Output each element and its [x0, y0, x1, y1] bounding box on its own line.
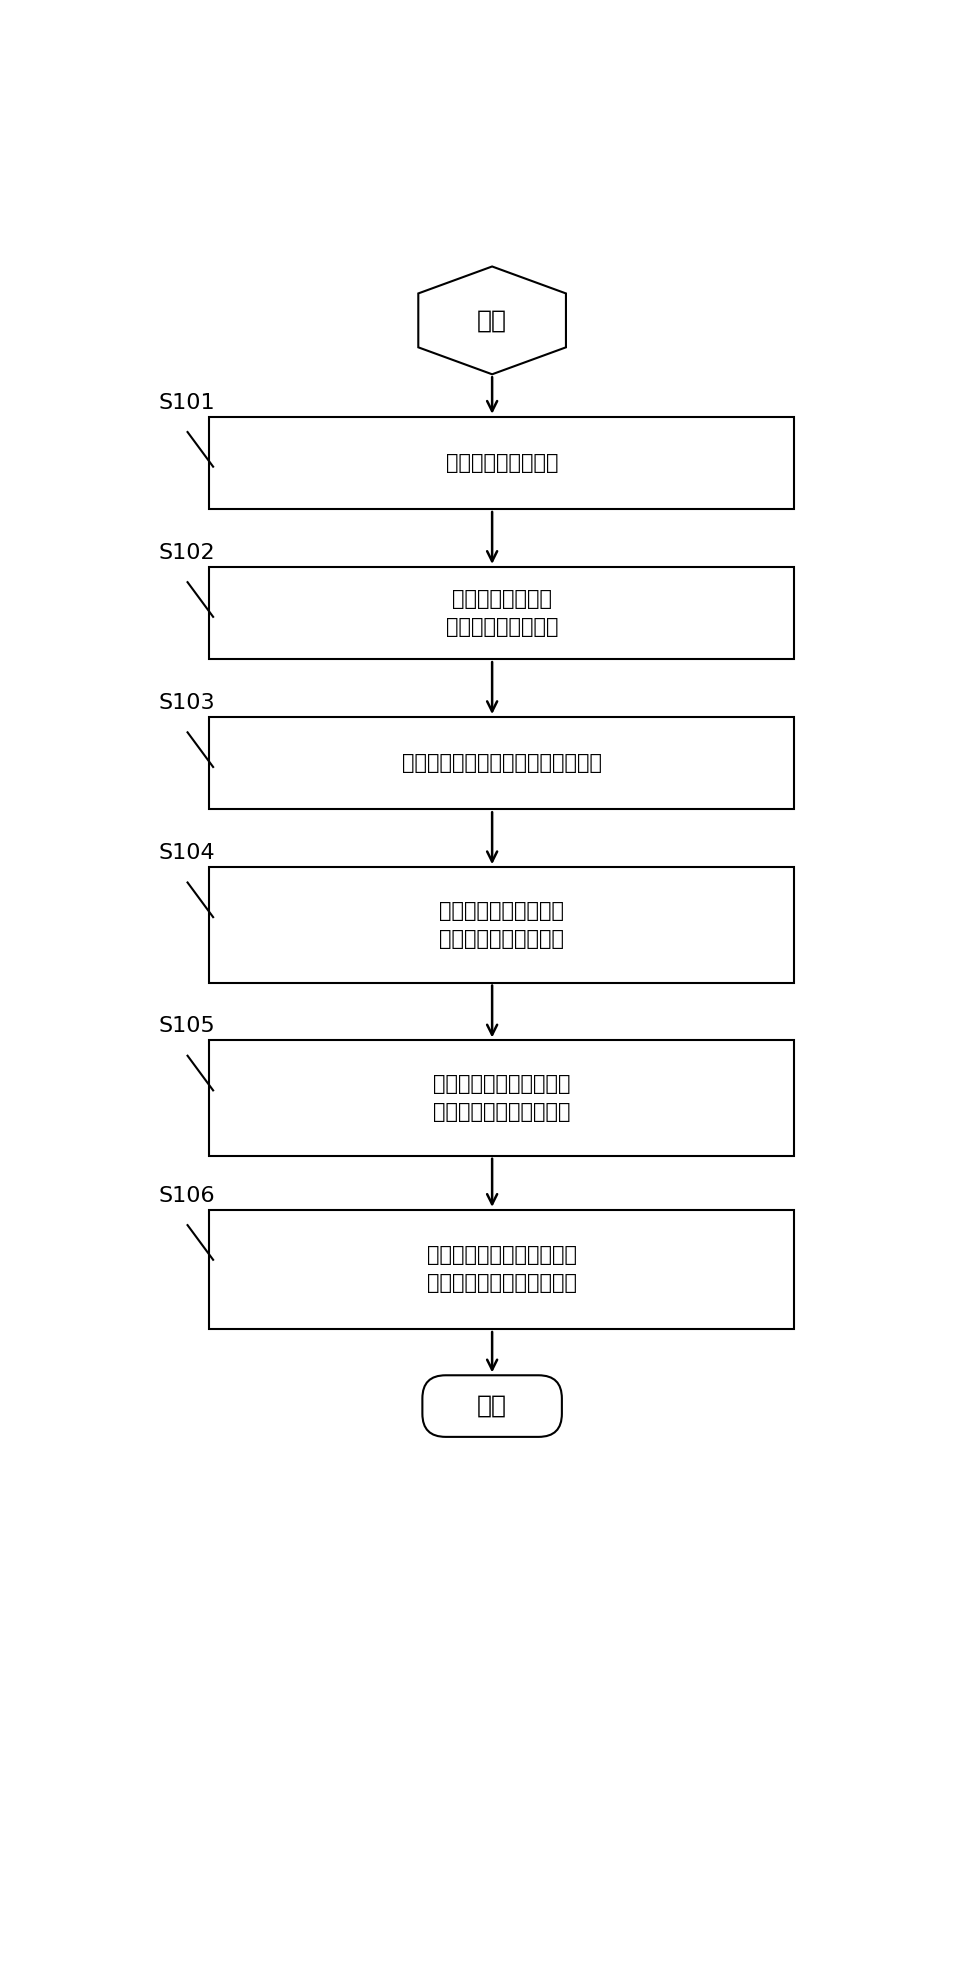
Text: 结束: 结束 — [477, 1394, 507, 1418]
Bar — [209, 568, 795, 660]
Bar — [209, 416, 795, 509]
Text: 对各个荧光点的荧光前度
值进行密度函数聚类分析: 对各个荧光点的荧光前度 值进行密度函数聚类分析 — [433, 1074, 571, 1121]
Text: 对目标样品进行染色: 对目标样品进行染色 — [446, 454, 558, 473]
Bar — [209, 1210, 795, 1330]
Bar — [209, 717, 795, 809]
Text: 开始: 开始 — [477, 308, 507, 332]
Text: 提取显微荧光图像的灰度值和像素值: 提取显微荧光图像的灰度值和像素值 — [402, 752, 602, 774]
Text: S104: S104 — [159, 843, 215, 864]
Bar — [209, 1041, 795, 1157]
Text: S103: S103 — [159, 693, 215, 713]
Text: 采集染色后的目标
样品的显微荧光图像: 采集染色后的目标 样品的显微荧光图像 — [446, 589, 558, 636]
Text: 计算显微荧光图像中各
个荧光点的荧光强度值: 计算显微荧光图像中各 个荧光点的荧光强度值 — [439, 901, 564, 949]
Text: S105: S105 — [159, 1017, 215, 1037]
Bar — [209, 866, 795, 982]
Text: S101: S101 — [159, 393, 215, 412]
Text: 输出所述显微荧光图像和密
度函数聚类分析的分析结果: 输出所述显微荧光图像和密 度函数聚类分析的分析结果 — [427, 1245, 577, 1294]
Text: S106: S106 — [159, 1186, 215, 1206]
Text: S102: S102 — [159, 542, 215, 564]
